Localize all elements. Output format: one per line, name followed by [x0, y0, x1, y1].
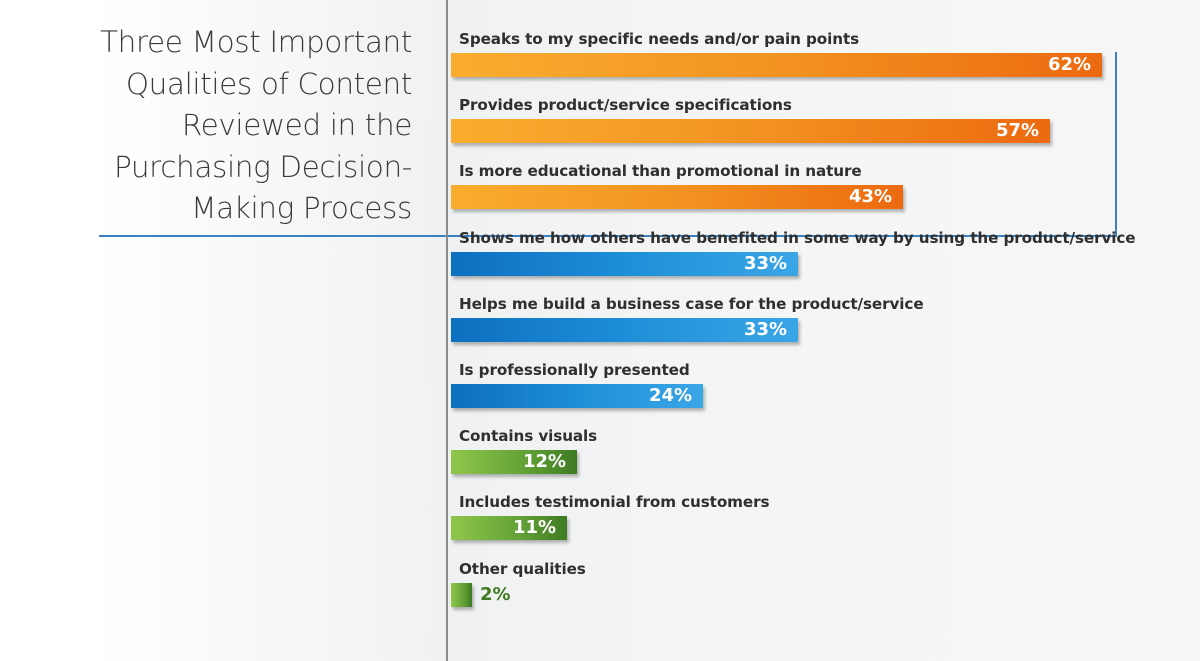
value-label: 57%	[996, 120, 1040, 141]
bar	[451, 252, 798, 276]
category-label: Is more educational than promotional in …	[459, 162, 862, 180]
top-three-frame	[1115, 52, 1117, 237]
bar	[451, 119, 1050, 143]
bar	[451, 516, 567, 540]
category-label: Helps me build a business case for the p…	[459, 295, 924, 313]
value-label: 2%	[480, 584, 511, 605]
title-line: Reviewed in the	[181, 108, 413, 142]
title-line: Three Most Important	[100, 25, 412, 59]
category-label: Speaks to my specific needs and/or pain …	[459, 30, 860, 48]
value-label: 11%	[513, 517, 557, 538]
category-label: Contains visuals	[459, 427, 598, 445]
category-label: Shows me how others have benefited in so…	[459, 229, 1136, 247]
title-divider	[99, 235, 1117, 237]
chart-title: Three Most Important Qualities of Conten…	[72, 22, 412, 230]
axis-line	[446, 0, 448, 661]
bar	[451, 185, 903, 209]
value-label: 43%	[849, 186, 893, 207]
bar	[451, 53, 1102, 77]
title-line: Qualities of Content	[125, 66, 413, 101]
value-label: 33%	[744, 319, 788, 340]
value-label: 24%	[649, 385, 693, 406]
bar	[451, 318, 798, 342]
title-line: Making Process	[191, 191, 412, 225]
value-label: 33%	[744, 253, 788, 274]
bar	[451, 583, 472, 607]
category-label: Provides product/service specifications	[459, 96, 792, 114]
category-label: Is professionally presented	[459, 361, 690, 379]
bar	[451, 450, 577, 474]
category-label: Includes testimonial from customers	[459, 493, 770, 511]
category-label: Other qualities	[459, 560, 586, 578]
value-label: 62%	[1048, 54, 1092, 75]
title-line: Purchasing Decision-	[113, 149, 412, 184]
value-label: 12%	[523, 451, 567, 472]
bar	[451, 384, 703, 408]
